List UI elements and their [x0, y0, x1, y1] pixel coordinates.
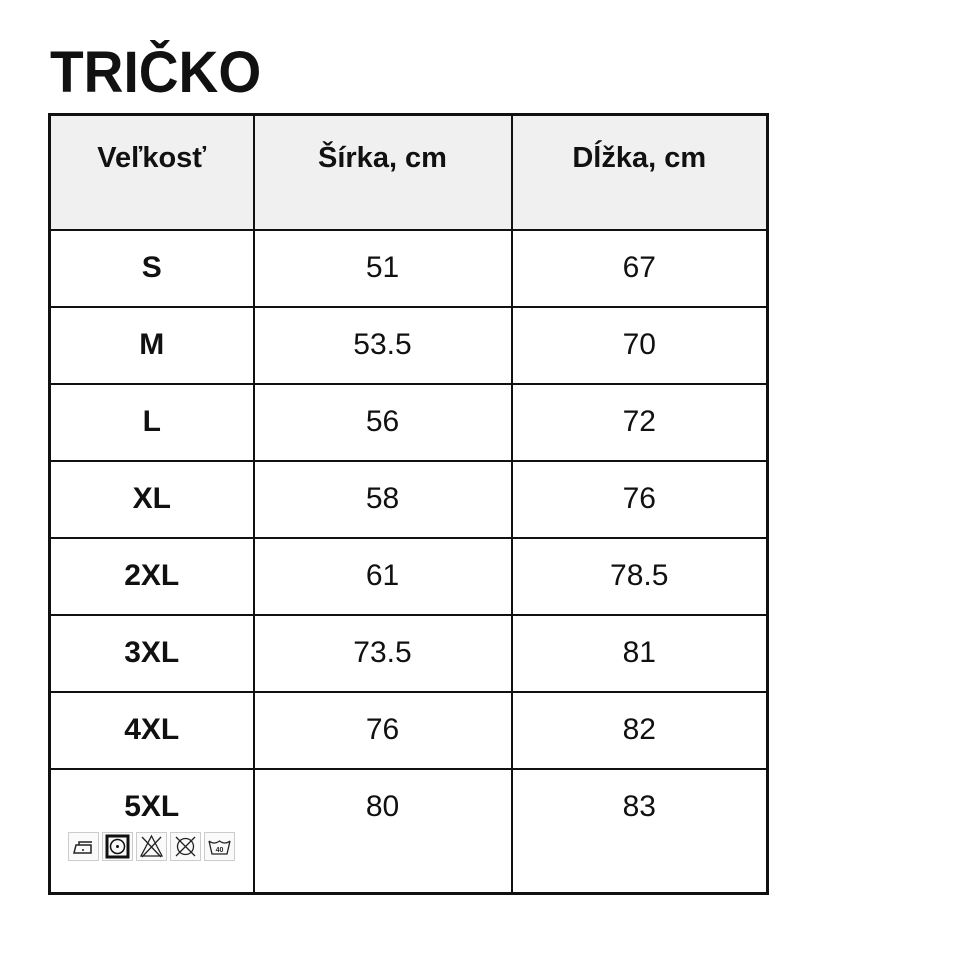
- care-icons: 40: [51, 831, 253, 861]
- header-length: Dĺžka, cm: [510, 113, 769, 231]
- size-cell: S: [48, 228, 255, 308]
- size-cell-text: 2XL: [124, 558, 180, 592]
- wash-40-icon: 40: [204, 831, 236, 861]
- length-cell: 83: [510, 767, 769, 895]
- length-cell: 76: [510, 459, 769, 539]
- size-cell-text: S: [141, 250, 162, 284]
- size-cell-text: 5XL: [124, 789, 180, 823]
- table-row: XL 58 76: [48, 459, 769, 539]
- width-cell-text: 80: [365, 789, 400, 823]
- width-cell: 80: [252, 767, 513, 895]
- header-width: Šírka, cm: [252, 113, 513, 231]
- width-cell-text: 61: [365, 558, 400, 592]
- length-cell-text: 70: [622, 327, 656, 361]
- length-cell: 82: [510, 690, 769, 770]
- size-cell: M: [48, 305, 255, 385]
- header-length-text: Dĺžka, cm: [572, 142, 707, 174]
- size-cell: 5XL 40: [48, 767, 255, 895]
- table-row: S 51 67: [48, 228, 769, 308]
- table-header-row: Veľkosť Šírka, cm Dĺžka, cm: [48, 113, 769, 231]
- no-bleach-icon: [136, 831, 168, 861]
- length-cell: 70: [510, 305, 769, 385]
- page-title: TRIČKO: [50, 40, 262, 105]
- width-cell-text: 76: [365, 712, 400, 746]
- length-cell-text: 83: [622, 789, 656, 823]
- table-row: 5XL 40 80 83: [48, 767, 769, 895]
- table-row: 3XL 73.5 81: [48, 613, 769, 693]
- table-row: 2XL 61 78.5: [48, 536, 769, 616]
- table-row: 4XL 76 82: [48, 690, 769, 770]
- length-cell-text: 76: [622, 481, 656, 515]
- width-cell: 61: [252, 536, 513, 616]
- no-dry-clean-icon: [170, 831, 202, 861]
- size-cell-text: M: [139, 327, 165, 361]
- size-cell-text: L: [142, 404, 161, 438]
- size-cell-text: XL: [132, 481, 171, 515]
- length-cell-text: 67: [622, 250, 656, 284]
- size-cell: 4XL: [48, 690, 255, 770]
- width-cell-text: 53.5: [353, 327, 412, 361]
- width-cell-text: 56: [365, 404, 400, 438]
- size-cell-text: 4XL: [124, 712, 180, 746]
- size-cell: 2XL: [48, 536, 255, 616]
- size-cell-text: 3XL: [124, 635, 180, 669]
- length-cell: 72: [510, 382, 769, 462]
- header-size: Veľkosť: [48, 113, 255, 231]
- length-cell-text: 72: [622, 404, 656, 438]
- size-cell: 3XL: [48, 613, 255, 693]
- width-cell-text: 58: [365, 481, 400, 515]
- iron-low-icon: [68, 831, 100, 861]
- width-cell: 73.5: [252, 613, 513, 693]
- table-row: M 53.5 70: [48, 305, 769, 385]
- length-cell: 81: [510, 613, 769, 693]
- width-cell: 56: [252, 382, 513, 462]
- size-table: Veľkosť Šírka, cm Dĺžka, cm S 51 67 M 53.5 70…: [48, 113, 769, 895]
- tumble-dry-icon: [102, 831, 134, 861]
- table-row: L 56 72: [48, 382, 769, 462]
- length-cell-text: 81: [622, 635, 656, 669]
- width-cell: 76: [252, 690, 513, 770]
- width-cell-text: 51: [365, 250, 400, 284]
- length-cell-text: 78.5: [610, 558, 669, 592]
- width-cell: 51: [252, 228, 513, 308]
- width-cell-text: 73.5: [353, 635, 412, 669]
- size-cell: XL: [48, 459, 255, 539]
- length-cell-text: 82: [622, 712, 656, 746]
- length-cell: 67: [510, 228, 769, 308]
- svg-text:40: 40: [216, 847, 224, 854]
- width-cell: 58: [252, 459, 513, 539]
- width-cell: 53.5: [252, 305, 513, 385]
- length-cell: 78.5: [510, 536, 769, 616]
- size-cell: L: [48, 382, 255, 462]
